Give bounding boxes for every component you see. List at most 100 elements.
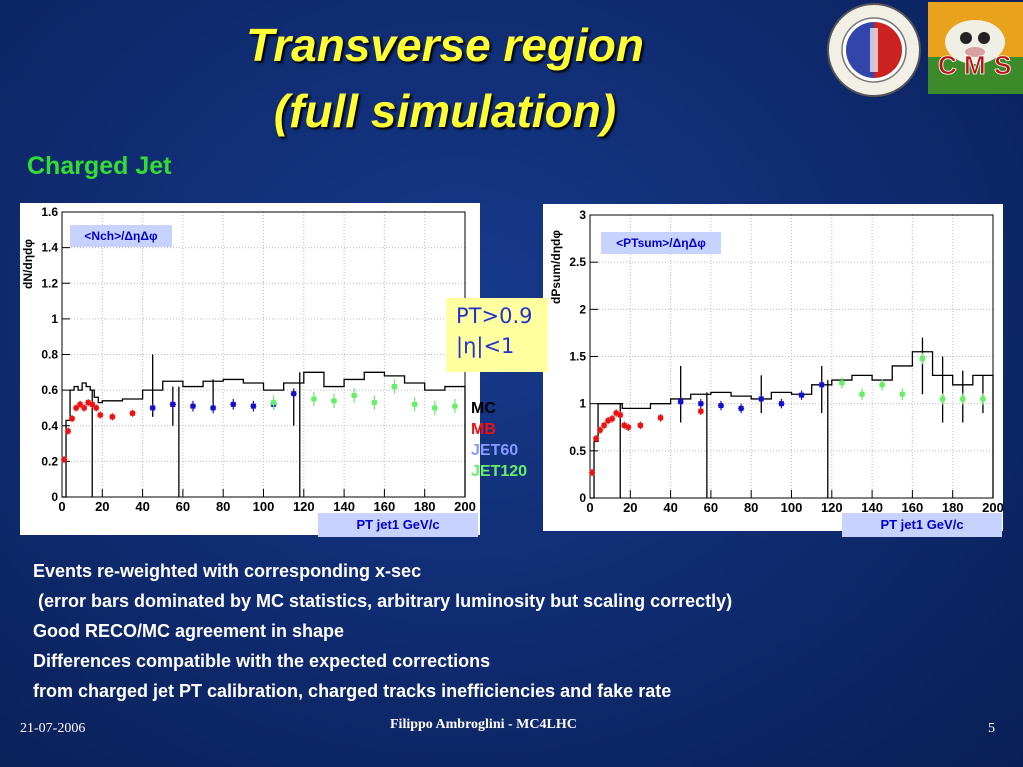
quantity-label: <Nch>/ΔηΔφ (84, 229, 158, 243)
data-point-jet120 (271, 400, 277, 406)
data-point-jet60 (819, 382, 825, 388)
data-point-mb (93, 405, 99, 411)
data-point-jet120 (859, 391, 865, 397)
slide-title-line2: (full simulation) (273, 85, 617, 137)
x-tick-label: 40 (135, 499, 149, 514)
data-point-mb (61, 457, 67, 463)
x-tick-label: 160 (902, 500, 924, 515)
y-tick-label: 1 (579, 397, 586, 411)
note-line: Good RECO/MC agreement in shape (33, 621, 345, 641)
y-tick-label: 0.4 (41, 419, 58, 433)
x-tick-label: 60 (176, 499, 190, 514)
data-point-jet60 (210, 405, 216, 411)
data-point-jet60 (738, 405, 744, 411)
data-point-mb (89, 401, 95, 407)
y-tick-label: 0.8 (41, 348, 58, 362)
svg-text:C: C (938, 50, 957, 80)
x-tick-label: 0 (586, 500, 593, 515)
data-point-mb (658, 415, 664, 421)
data-point-mb (130, 410, 136, 416)
data-point-mb (97, 412, 103, 418)
data-point-jet60 (698, 401, 704, 407)
note-line: (error bars dominated by MC statistics, … (33, 591, 733, 611)
cms-logo: C M S (928, 2, 1023, 94)
mc-histogram (62, 371, 466, 498)
data-point-mb (613, 410, 619, 416)
footer-date: 21-07-2006 (20, 721, 86, 736)
data-point-mb (81, 405, 87, 411)
x-tick-label: 40 (663, 500, 677, 515)
slide-title-line1: Transverse region (245, 19, 644, 71)
data-point-jet60 (190, 403, 196, 409)
data-point-mb (589, 470, 595, 476)
x-tick-label: 140 (861, 500, 883, 515)
plot-panel-ptsum: 0 20 40 60 80 100 120 140 160 180 200 0 0.5 1 1.5 2 2.5 3… (543, 204, 1003, 531)
y-tick-label: 0 (51, 490, 58, 504)
data-point-mb (69, 416, 75, 422)
svg-text:S: S (994, 50, 1011, 80)
data-point-mb (597, 427, 603, 433)
x-tick-label: 20 (95, 499, 109, 514)
data-point-mb (625, 424, 631, 430)
x-tick-label: 100 (781, 500, 803, 515)
data-point-mb (593, 436, 599, 442)
data-point-mb (73, 405, 79, 411)
data-point-jet120 (432, 405, 438, 411)
x-tick-label: 200 (982, 500, 1003, 515)
mc-histogram (590, 351, 994, 499)
x-tick-label: 0 (58, 499, 65, 514)
x-tick-label: 140 (333, 499, 355, 514)
x-tick-label: 60 (704, 500, 718, 515)
data-point-jet120 (899, 391, 905, 397)
data-point-jet120 (331, 398, 337, 404)
y-tick-label: 1 (51, 312, 58, 326)
x-tick-label: 180 (942, 500, 964, 515)
cut-eta: |η|<1 (456, 334, 515, 358)
y-tick-label: 1.6 (41, 205, 58, 219)
data-point-jet60 (678, 399, 684, 405)
notes-block: Events re-weighted with corresponding x-… (33, 556, 732, 706)
data-point-jet60 (250, 403, 256, 409)
legend: MC MB JET60 JET120 (471, 398, 527, 482)
y-axis-label: dPsum/dηdφ (549, 230, 563, 304)
data-point-jet60 (150, 405, 156, 411)
x-tick-label: 180 (414, 499, 436, 514)
data-point-jet120 (371, 400, 377, 406)
university-seal-logo (827, 3, 921, 97)
data-point-jet60 (758, 396, 764, 402)
data-point-jet60 (291, 391, 297, 397)
data-point-mb (109, 414, 115, 420)
data-point-jet120 (311, 396, 317, 402)
data-point-mb (637, 422, 643, 428)
svg-text:M: M (964, 50, 986, 80)
quantity-label-box (70, 225, 172, 247)
data-point-mb (609, 416, 615, 422)
data-point-mb (601, 422, 607, 428)
data-point-jet120 (839, 380, 845, 386)
legend-jet60: JET60 (471, 442, 519, 459)
data-point-jet120 (940, 396, 946, 402)
y-tick-label: 1.2 (41, 276, 58, 290)
y-tick-label: 1.5 (569, 350, 586, 364)
note-line: from charged jet PT calibration, charged… (33, 681, 672, 701)
data-point-jet60 (170, 401, 176, 407)
data-point-jet60 (230, 401, 236, 407)
data-point-jet60 (778, 401, 784, 407)
data-point-jet120 (452, 403, 458, 409)
x-tick-label: 200 (454, 499, 476, 514)
x-tick-label: 120 (821, 500, 843, 515)
data-point-jet120 (919, 355, 925, 361)
y-tick-label: 0.6 (41, 383, 58, 397)
data-point-jet120 (391, 384, 397, 390)
quantity-label: <PTsum>/ΔηΔφ (616, 236, 706, 250)
data-point-mb (605, 418, 611, 424)
nch-chart: 0 20 40 60 80 100 120 140 160 180 200 0 0.2 0.4 0.6 0.8… (21, 205, 476, 514)
data-point-jet60 (718, 403, 724, 409)
x-tick-label: 20 (623, 500, 637, 515)
data-point-jet120 (351, 392, 357, 398)
data-point-jet120 (980, 396, 986, 402)
footer-page-number: 5 (988, 721, 995, 736)
quantity-label-box (601, 232, 721, 254)
y-axis-label: dN/dηdφ (21, 239, 35, 289)
ptsum-chart: 0 20 40 60 80 100 120 140 160 180 200 0 0.5 1 1.5 2 2.5 3… (549, 208, 1003, 515)
